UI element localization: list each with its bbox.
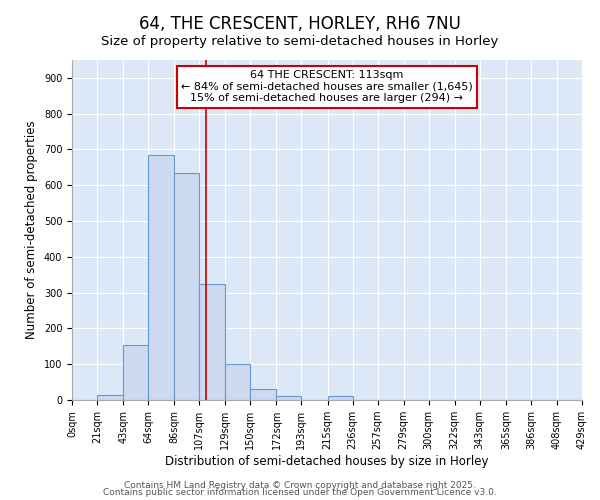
Bar — [328, 396, 353, 400]
Bar — [123, 344, 148, 400]
Text: Contains public sector information licensed under the Open Government Licence v3: Contains public sector information licen… — [103, 488, 497, 497]
Bar — [174, 172, 199, 400]
Bar — [199, 284, 226, 400]
Text: Contains HM Land Registry data © Crown copyright and database right 2025.: Contains HM Land Registry data © Crown c… — [124, 480, 476, 490]
Bar — [250, 390, 277, 400]
Bar — [277, 396, 301, 400]
X-axis label: Distribution of semi-detached houses by size in Horley: Distribution of semi-detached houses by … — [165, 455, 489, 468]
Text: 64 THE CRESCENT: 113sqm
← 84% of semi-detached houses are smaller (1,645)
15% of: 64 THE CRESCENT: 113sqm ← 84% of semi-de… — [181, 70, 473, 103]
Text: Size of property relative to semi-detached houses in Horley: Size of property relative to semi-detach… — [101, 35, 499, 48]
Text: 64, THE CRESCENT, HORLEY, RH6 7NU: 64, THE CRESCENT, HORLEY, RH6 7NU — [139, 15, 461, 33]
Bar — [97, 394, 123, 400]
Bar — [226, 364, 250, 400]
Bar — [148, 155, 174, 400]
Y-axis label: Number of semi-detached properties: Number of semi-detached properties — [25, 120, 38, 340]
